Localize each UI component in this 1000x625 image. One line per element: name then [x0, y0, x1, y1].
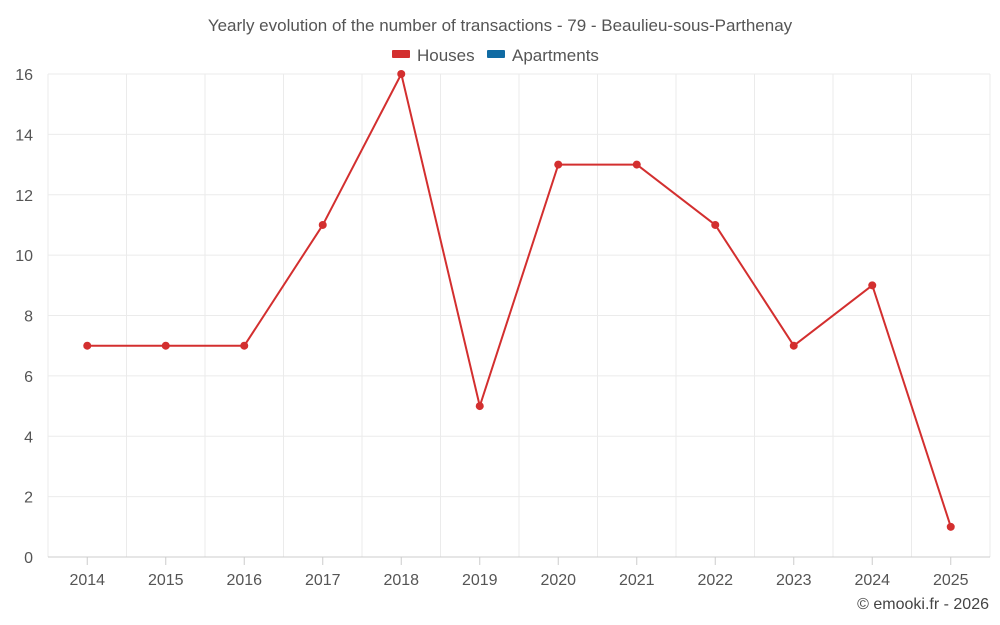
- y-tick-label: 4: [24, 429, 33, 446]
- x-tick-label: 2023: [776, 572, 812, 589]
- legend-label-apartments: Apartments: [512, 46, 599, 65]
- data-point[interactable]: [946, 522, 955, 531]
- y-tick-label: 6: [24, 369, 33, 386]
- data-point[interactable]: [83, 341, 92, 350]
- data-point[interactable]: [161, 341, 170, 350]
- x-tick-label: 2015: [148, 572, 184, 589]
- x-tick-label: 2018: [383, 572, 419, 589]
- legend-item-houses[interactable]: Houses: [392, 46, 475, 65]
- grid: [47, 73, 991, 557]
- y-tick-label: 2: [24, 490, 33, 507]
- data-point[interactable]: [632, 160, 641, 169]
- legend-swatch-houses: [392, 50, 410, 58]
- axes: 0 2 4 6 8 10 12 14 16 2014 2015 2016 2017 2018 2019 202…: [15, 67, 990, 589]
- y-tick-label: 14: [15, 127, 33, 144]
- data-point[interactable]: [868, 281, 877, 290]
- data-point[interactable]: [789, 341, 798, 350]
- credit-text: © emooki.fr - 2026: [857, 596, 989, 613]
- legend-label-houses: Houses: [417, 46, 475, 65]
- x-tick-label: 2016: [226, 572, 262, 589]
- legend-swatch-apartments: [487, 50, 505, 58]
- x-tick-label: 2019: [462, 572, 498, 589]
- series-line: [87, 73, 952, 528]
- data-point[interactable]: [711, 220, 720, 229]
- y-tick-label: 12: [15, 188, 33, 205]
- data-point[interactable]: [397, 70, 406, 78]
- legend[interactable]: Houses Apartments: [392, 46, 599, 65]
- data-point[interactable]: [318, 220, 327, 229]
- x-tick-label: 2020: [540, 572, 576, 589]
- x-tick-label: 2014: [69, 572, 105, 589]
- data-point[interactable]: [554, 160, 563, 169]
- y-tick-label: 16: [15, 67, 33, 84]
- legend-item-apartments[interactable]: Apartments: [487, 46, 599, 65]
- chart-title: Yearly evolution of the number of transa…: [208, 16, 793, 35]
- x-tick-label: 2022: [697, 572, 733, 589]
- x-tick-label: 2021: [619, 572, 655, 589]
- y-tick-label: 8: [24, 309, 33, 326]
- x-tick-label: 2017: [305, 572, 341, 589]
- x-tick-label: 2025: [933, 572, 969, 589]
- data-point[interactable]: [475, 402, 484, 411]
- series-houses: [83, 70, 955, 531]
- x-tick-label: 2024: [854, 572, 890, 589]
- data-point[interactable]: [240, 341, 249, 350]
- y-tick-label: 0: [24, 550, 33, 567]
- y-tick-label: 10: [15, 248, 33, 265]
